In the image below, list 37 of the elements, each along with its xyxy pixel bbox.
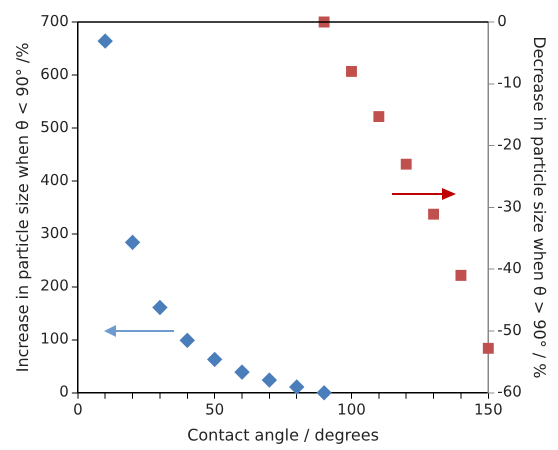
x-axis-title: Contact angle / degrees bbox=[187, 426, 379, 445]
y2-tick-label: -60 bbox=[497, 382, 522, 401]
x-tick-label: 150 bbox=[474, 400, 503, 419]
point bbox=[455, 270, 466, 281]
y2-tick-label: -20 bbox=[497, 135, 522, 154]
point bbox=[428, 208, 440, 220]
point bbox=[373, 111, 384, 122]
point bbox=[152, 300, 168, 316]
y2-tick-label: -30 bbox=[497, 197, 522, 216]
y-tick-label: 300 bbox=[40, 224, 69, 242]
y-tick-label: 500 bbox=[40, 118, 69, 136]
y-tick-label: 700 bbox=[40, 12, 69, 30]
x-tick-label: 0 bbox=[73, 400, 83, 419]
point bbox=[98, 34, 113, 49]
point bbox=[346, 66, 357, 77]
point bbox=[207, 352, 222, 367]
y-tick-label: 100 bbox=[40, 330, 69, 348]
y-axis-title: Increase in particle size when θ < 90° /% bbox=[12, 42, 32, 372]
point bbox=[125, 234, 140, 250]
x-tick-label: 100 bbox=[337, 400, 366, 419]
y-tick-label: 400 bbox=[40, 170, 69, 189]
point bbox=[400, 158, 412, 170]
x-tick-label: 50 bbox=[205, 400, 224, 419]
y2-tick-label: -40 bbox=[497, 259, 522, 278]
y-tick-label: 600 bbox=[40, 64, 69, 83]
point bbox=[180, 332, 195, 348]
y2-tick-label: -10 bbox=[497, 74, 522, 92]
y2-tick-label: 0 bbox=[497, 12, 507, 30]
y-tick-label: 200 bbox=[40, 276, 69, 295]
y2-axis-title: Decrease in particle size when θ > 90° / % bbox=[530, 36, 550, 378]
point bbox=[234, 364, 250, 380]
y-tick-label: 0 bbox=[59, 382, 69, 401]
point bbox=[289, 379, 304, 394]
y2-tick-label: -50 bbox=[497, 320, 522, 339]
point bbox=[316, 385, 332, 400]
point bbox=[262, 372, 277, 388]
point bbox=[482, 342, 494, 354]
